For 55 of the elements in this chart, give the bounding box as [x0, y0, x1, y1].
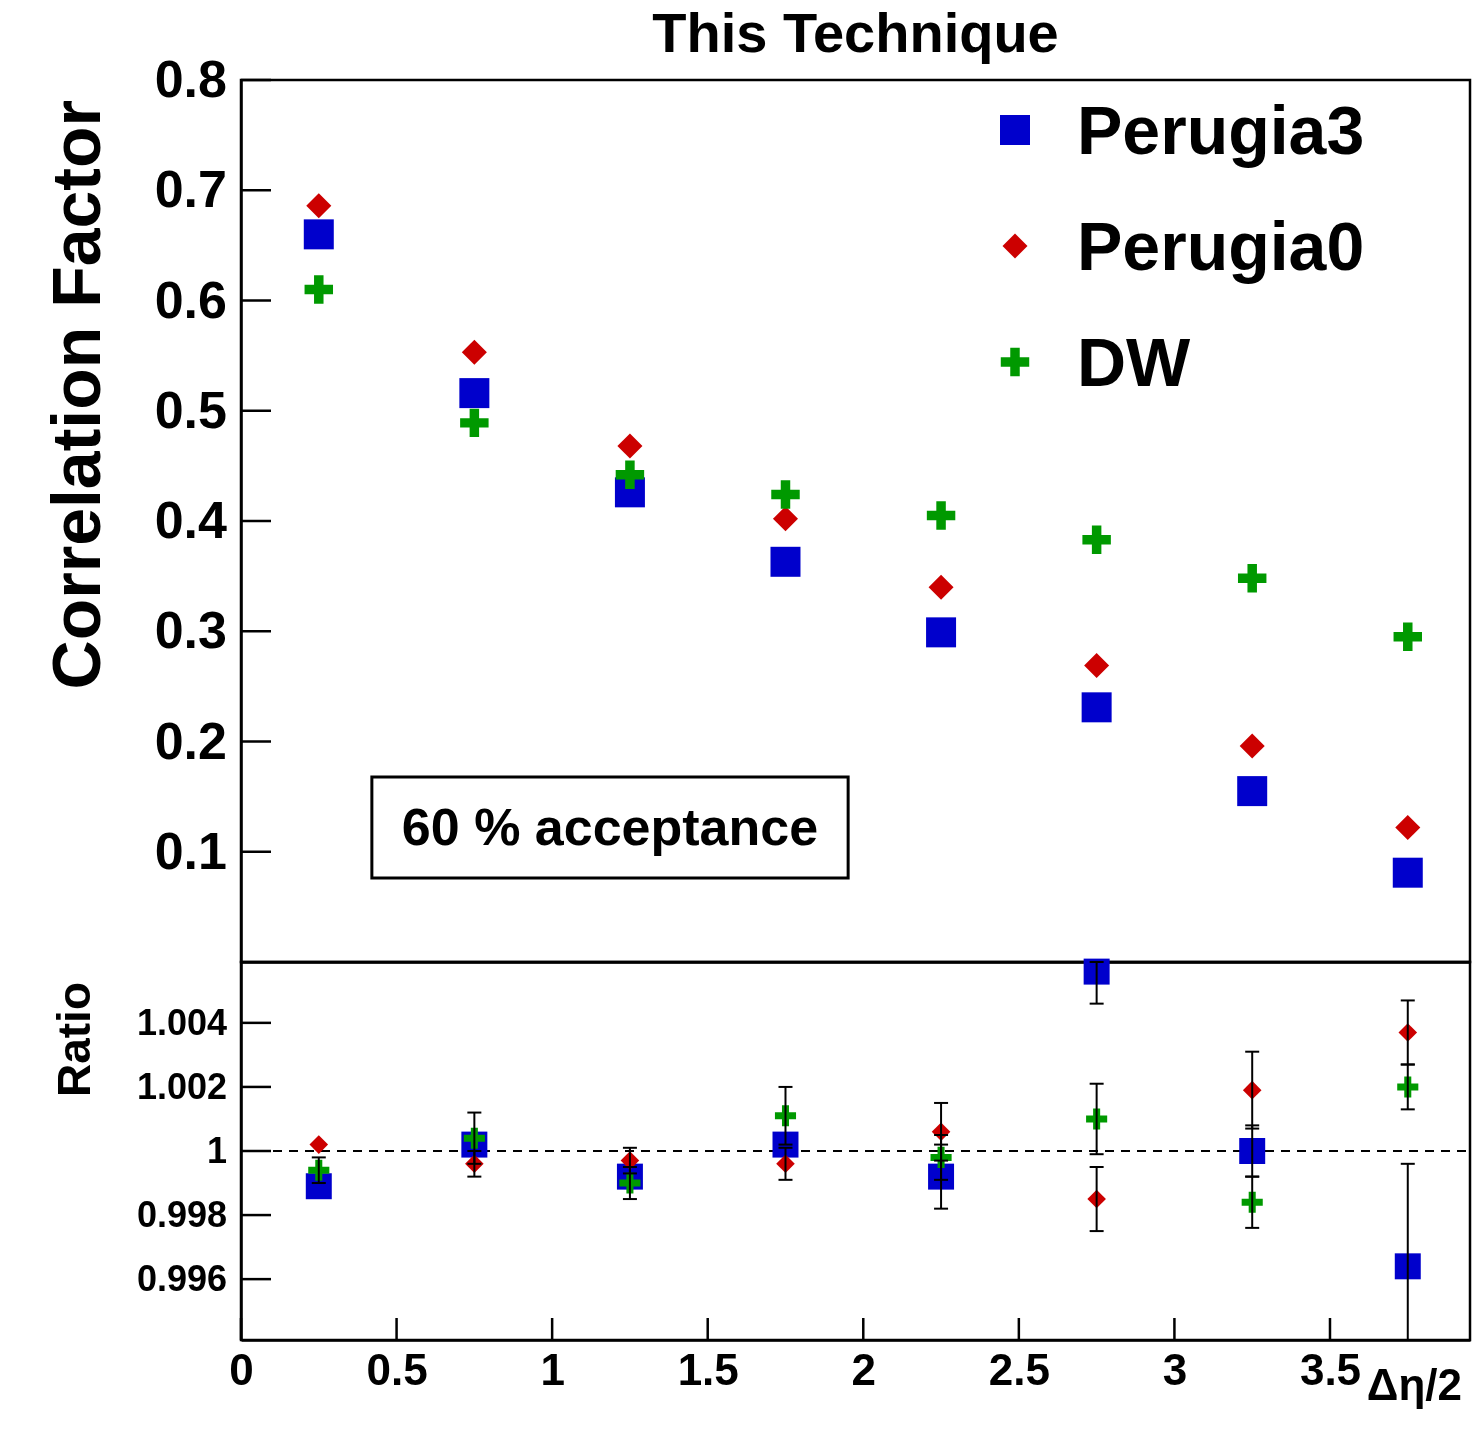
y-axis-title: Ratio: [48, 982, 100, 1097]
point: [1082, 525, 1111, 554]
y-tick-label: 0.998: [136, 1194, 227, 1236]
y-tick-label: 0.4: [154, 491, 228, 550]
point: [1084, 652, 1110, 678]
y-tick-label: 0.996: [136, 1258, 227, 1300]
point: [461, 339, 487, 365]
point: [928, 574, 954, 600]
point: [770, 546, 801, 577]
point: [926, 501, 956, 530]
legend-label: Perugia0: [1077, 208, 1365, 284]
x-tick-label: 2: [851, 1345, 877, 1395]
legend-label: Perugia3: [1077, 92, 1365, 168]
x-tick-label: 0.5: [366, 1345, 428, 1395]
y-tick-label: 1.004: [136, 1001, 227, 1043]
x-tick-label: 1.5: [677, 1345, 739, 1395]
point: [304, 275, 334, 304]
point: [926, 617, 957, 648]
point: [1393, 622, 1422, 651]
y-tick-label: 1: [206, 1130, 227, 1172]
point: [617, 433, 643, 459]
y-tick-label: 0.6: [154, 270, 227, 329]
point: [1239, 1138, 1266, 1164]
y-tick-label: 0.3: [154, 601, 227, 660]
point: [772, 506, 799, 532]
y-tick-label: 0.5: [154, 380, 227, 439]
y-tick-label: 0.2: [154, 711, 227, 770]
y-tick-label: 0.8: [154, 50, 227, 109]
point: [306, 193, 332, 219]
y-tick-label: 0.7: [154, 160, 227, 219]
x-tick-label: 3.5: [1299, 1345, 1362, 1395]
annotation: 60 % acceptance: [401, 798, 819, 856]
x-tick-label: 2.5: [988, 1345, 1050, 1395]
point: [459, 378, 490, 409]
x-tick-label: 3: [1162, 1345, 1188, 1395]
point: [1237, 776, 1268, 807]
x-tick-label: 1: [540, 1345, 565, 1395]
point: [309, 1135, 329, 1154]
x-axis-title: Δη/2: [1366, 1360, 1462, 1409]
point: [1237, 564, 1267, 593]
y-tick-label: 1.002: [136, 1065, 227, 1107]
point: [1394, 1253, 1421, 1280]
y-tick-label: 0.1: [154, 821, 227, 880]
y-axis-title: Correlation Factor: [38, 100, 114, 690]
chart-title: This Technique: [652, 1, 1059, 64]
point: [1392, 857, 1423, 888]
point: [303, 219, 334, 250]
point: [615, 460, 645, 489]
point: [1081, 692, 1112, 723]
x-tick-label: 0: [229, 1345, 254, 1395]
legend-label: DW: [1077, 324, 1192, 400]
point: [1395, 814, 1421, 841]
point: [771, 480, 800, 509]
point: [1239, 733, 1265, 759]
point: [460, 408, 489, 438]
